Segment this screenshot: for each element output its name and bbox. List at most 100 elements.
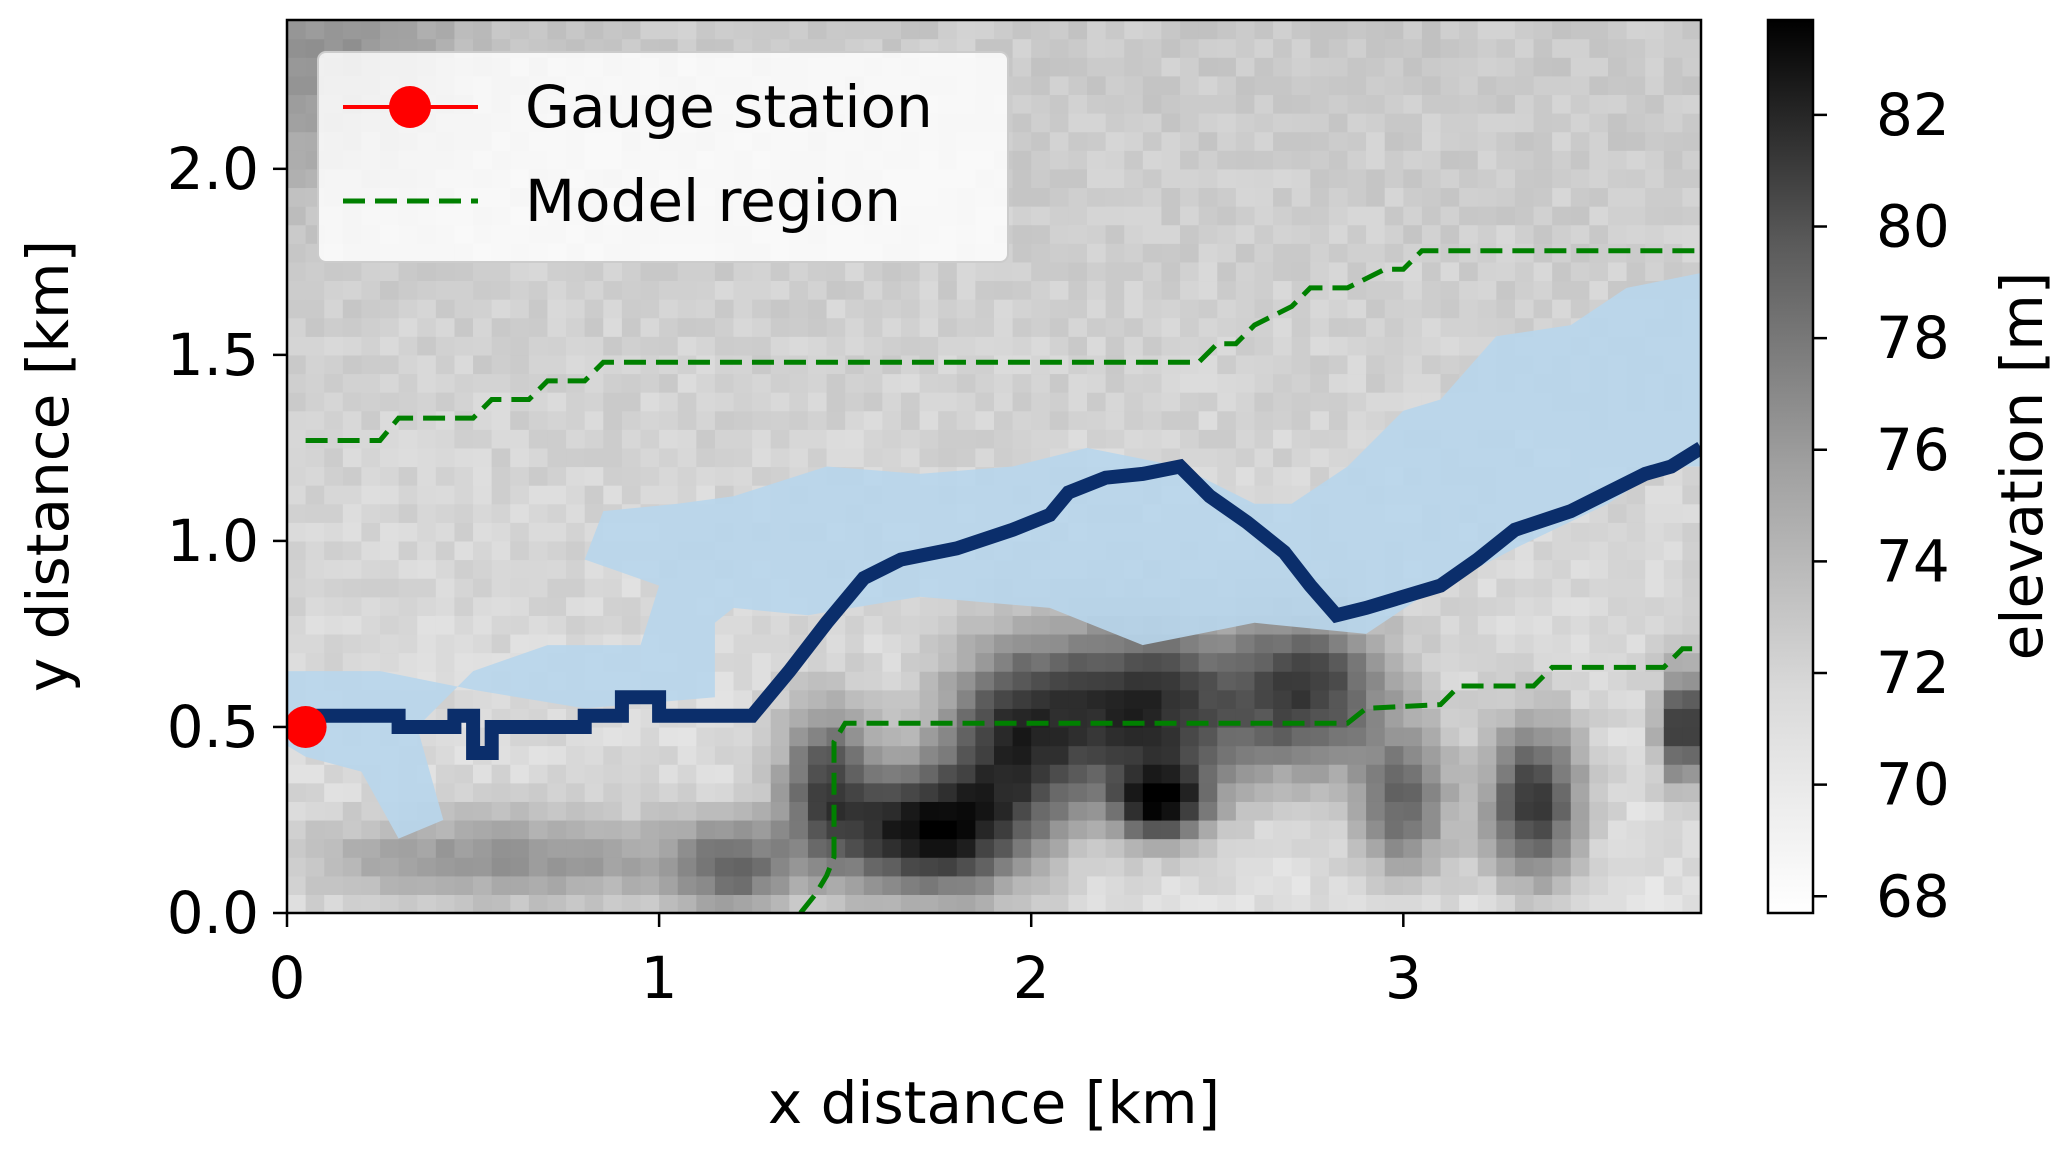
heatmap-cell <box>1552 633 1572 654</box>
heatmap-cell <box>677 875 697 895</box>
heatmap-cell <box>454 20 474 40</box>
heatmap-cell <box>1514 261 1535 282</box>
heatmap-cell <box>938 857 958 877</box>
heatmap-cell <box>547 280 567 300</box>
heatmap-cell <box>1514 206 1535 226</box>
heatmap-cell <box>1607 75 1628 96</box>
heatmap-cell <box>1533 559 1553 579</box>
heatmap-cell <box>1105 57 1125 77</box>
heatmap-cell <box>287 131 307 151</box>
heatmap-cell <box>1180 373 1200 393</box>
heatmap-cell <box>1273 875 1293 895</box>
heatmap-cell <box>1440 671 1460 691</box>
heatmap-cell <box>938 652 958 672</box>
heatmap-cell <box>1589 578 1609 598</box>
heatmap-cell <box>417 503 437 523</box>
heatmap-cell <box>361 392 381 412</box>
heatmap-cell <box>305 875 325 895</box>
heatmap-cell <box>1124 20 1144 40</box>
heatmap-cell <box>789 615 809 635</box>
heatmap-cell <box>640 429 660 449</box>
heatmap-cell <box>1049 726 1070 747</box>
heatmap-cell <box>1570 57 1590 77</box>
heatmap-cell <box>1124 838 1144 858</box>
heatmap-cell <box>1366 20 1386 40</box>
heatmap-cell <box>380 317 400 337</box>
heatmap-cell <box>528 466 549 486</box>
heatmap-cell <box>1310 392 1330 412</box>
heatmap-cell <box>1607 615 1628 635</box>
heatmap-cell <box>1645 615 1665 635</box>
heatmap-cell <box>770 801 790 821</box>
heatmap-cell <box>789 280 809 300</box>
heatmap-cell <box>1124 410 1144 430</box>
heatmap-cell <box>1235 224 1256 244</box>
heatmap-cell <box>361 801 381 821</box>
heatmap-cell <box>1366 336 1386 356</box>
heatmap-cell <box>342 894 363 913</box>
heatmap-cell <box>1645 540 1665 561</box>
heatmap-cell <box>1347 392 1367 412</box>
heatmap-cell <box>305 299 325 319</box>
heatmap-cell <box>1087 671 1107 691</box>
heatmap-cell <box>1366 243 1386 263</box>
heatmap-cell <box>1682 57 1701 77</box>
heatmap-cell <box>361 615 381 635</box>
heatmap-cell <box>863 633 883 654</box>
heatmap-cell <box>324 336 344 356</box>
heatmap-cell <box>1068 392 1088 412</box>
heatmap-cell <box>1682 75 1701 96</box>
heatmap-cell <box>1105 392 1125 412</box>
heatmap-cell <box>1570 20 1590 40</box>
heatmap-cell <box>1403 94 1423 114</box>
heatmap-cell <box>1161 261 1181 282</box>
legend-box <box>317 51 1009 263</box>
heatmap-cell <box>1589 261 1609 282</box>
heatmap-cell <box>510 894 530 913</box>
heatmap-cell <box>1328 726 1349 747</box>
heatmap-cell <box>1328 243 1349 263</box>
heatmap-cell <box>603 392 623 412</box>
heatmap-cell <box>863 671 883 691</box>
heatmap-cell <box>305 782 325 802</box>
heatmap-cell <box>603 299 623 319</box>
heatmap-cell <box>1291 187 1311 207</box>
heatmap-cell <box>1124 131 1144 151</box>
heatmap-cell <box>287 503 307 523</box>
heatmap-cell <box>1477 168 1497 189</box>
heatmap-cell <box>473 410 493 430</box>
heatmap-cell <box>956 782 976 802</box>
heatmap-cell <box>1440 317 1460 337</box>
heatmap-cell <box>1198 206 1218 226</box>
heatmap-cell <box>1273 113 1293 133</box>
heatmap-cell <box>714 410 735 430</box>
heatmap-cell <box>603 819 623 840</box>
heatmap-cell <box>1291 94 1311 114</box>
heatmap-cell <box>491 410 511 430</box>
heatmap-cell <box>1496 689 1516 709</box>
heatmap-cell <box>584 373 604 393</box>
heatmap-cell <box>1235 708 1256 728</box>
heatmap-cell <box>863 261 883 282</box>
heatmap-cell <box>1328 38 1349 58</box>
heatmap-cell <box>640 392 660 412</box>
heatmap-cell <box>956 689 976 709</box>
heatmap-cell <box>919 20 939 40</box>
heatmap-cell <box>1180 243 1200 263</box>
heatmap-cell <box>1496 150 1516 170</box>
heatmap-cell <box>1273 392 1293 412</box>
heatmap-cell <box>1384 38 1404 58</box>
heatmap-cell <box>789 838 809 858</box>
heatmap-cell <box>1645 578 1665 598</box>
heatmap-cell <box>1645 94 1665 114</box>
heatmap-cell <box>621 801 642 821</box>
heatmap-cell <box>1366 354 1386 375</box>
heatmap-cell <box>770 354 790 375</box>
heatmap-cell <box>1068 261 1088 282</box>
heatmap-cell <box>807 261 828 282</box>
heatmap-cell <box>1291 354 1311 375</box>
heatmap-cell <box>1142 38 1163 58</box>
heatmap-cell <box>1291 689 1311 709</box>
heatmap-cell <box>398 522 418 542</box>
heatmap-cell <box>510 559 530 579</box>
